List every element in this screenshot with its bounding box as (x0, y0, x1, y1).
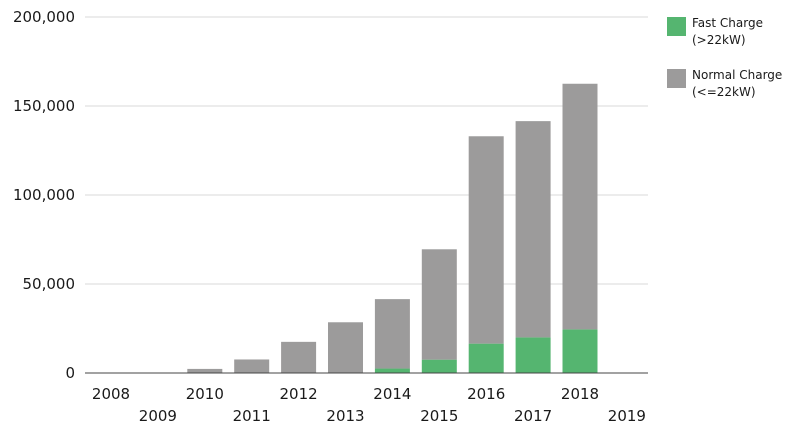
legend-swatch-normal-charge (667, 69, 686, 88)
bar-fast-charge (468, 343, 504, 373)
x-tick-label: 2011 (233, 407, 271, 425)
bar-normal-charge (562, 83, 598, 330)
bar-normal-charge (421, 249, 457, 360)
x-tick-label: 2018 (561, 385, 599, 403)
bar-normal-charge (515, 121, 551, 338)
bar-normal-charge (468, 136, 504, 344)
x-tick-label: 2016 (467, 385, 505, 403)
x-tick-label: 2013 (326, 407, 364, 425)
bar-normal-charge (187, 368, 223, 373)
legend: Fast Charge (>22kW) Normal Charge (<=22kW) (667, 16, 782, 99)
x-tick-label: 2010 (186, 385, 224, 403)
bar-fast-charge (421, 359, 457, 373)
legend-label-fast-charge: Fast Charge (>22kW) (692, 16, 763, 47)
y-tick-label: 100,000 (13, 186, 75, 204)
legend-label-normal-charge: Normal Charge (<=22kW) (692, 68, 782, 99)
axes: 0 50,000 100,000 150,000 200,000 2008 2009 2010… (13, 8, 648, 425)
legend-label-line: Fast Charge (692, 16, 763, 30)
legend-label-line: (<=22kW) (692, 85, 756, 99)
x-tick-label: 2015 (420, 407, 458, 425)
bar-normal-charge (281, 341, 317, 373)
bar-fast-charge (515, 337, 551, 373)
bar-fast-charge (562, 329, 598, 373)
y-tick-label: 0 (65, 364, 75, 382)
bar-normal-charge (234, 359, 270, 373)
gridlines (85, 16, 648, 285)
legend-swatch-fast-charge (667, 17, 686, 36)
x-tick-label: 2009 (139, 407, 177, 425)
bar-normal-charge (374, 299, 410, 369)
x-tick-label: 2008 (92, 385, 130, 403)
x-tick-label: 2012 (280, 385, 318, 403)
bars (187, 83, 598, 373)
y-tick-label: 200,000 (13, 8, 75, 26)
x-tick-label: 2014 (373, 385, 411, 403)
legend-label-line: (>22kW) (692, 33, 746, 47)
x-tick-label: 2017 (514, 407, 552, 425)
bar-fast-charge (374, 368, 410, 373)
y-tick-label: 50,000 (23, 275, 76, 293)
y-tick-label: 150,000 (13, 97, 75, 115)
bar-normal-charge (328, 322, 363, 373)
x-tick-label: 2019 (608, 407, 646, 425)
legend-label-line: Normal Charge (692, 68, 782, 82)
